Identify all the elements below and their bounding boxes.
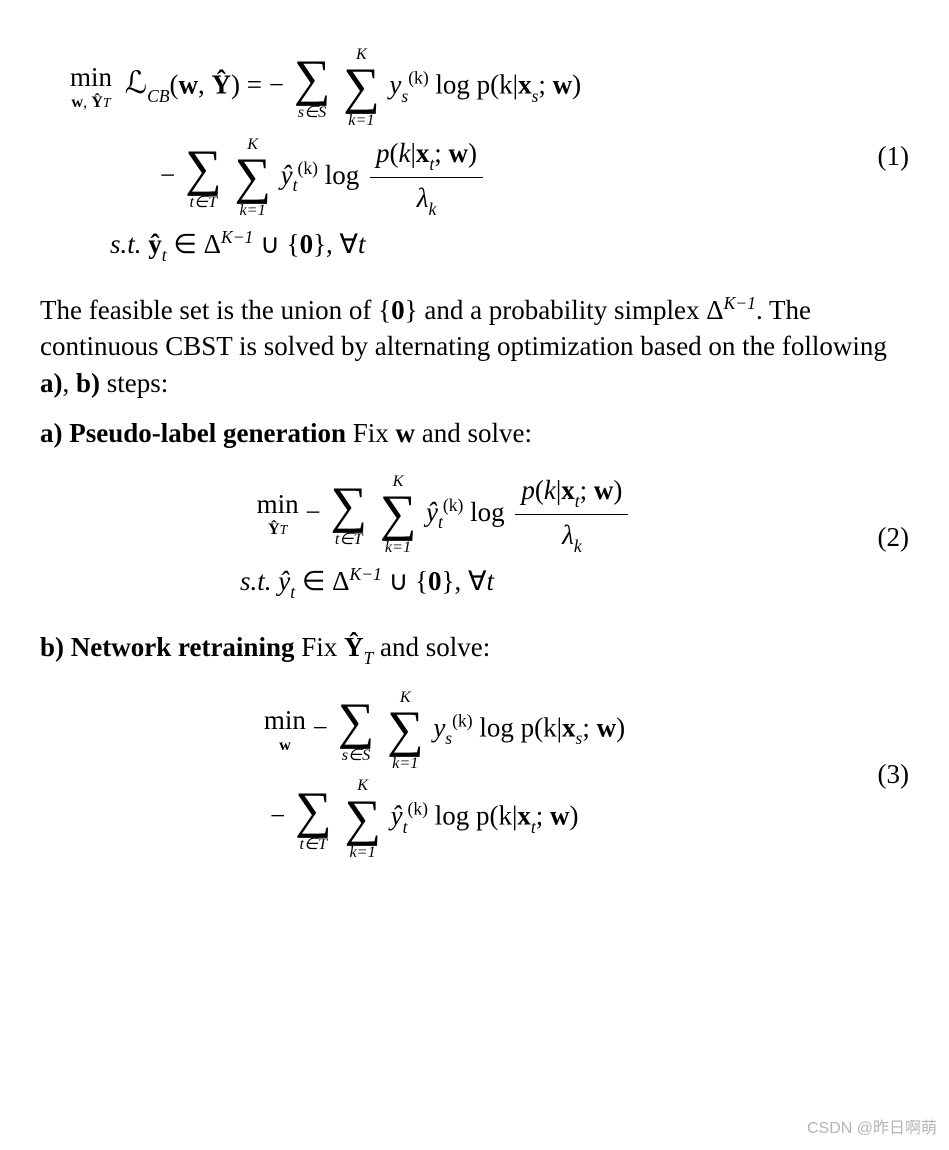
equation-2-content: min ŶT − ∑ t∈T K ∑ k=1 ŷt(k) log p(k|xt;…	[40, 466, 849, 609]
equation-2: min ŶT − ∑ t∈T K ∑ k=1 ŷt(k) log p(k|xt;…	[40, 466, 909, 609]
equation-1-content: min w, ŶT ℒCB(w, Ŷ) = − ∑ s∈S K ∑ k=1 ys…	[40, 40, 849, 272]
eq2-line1: min ŶT − ∑ t∈T K ∑ k=1 ŷt(k) log p(k|xt;…	[40, 472, 849, 557]
eq1-line2: − ∑ t∈T K ∑ k=1 ŷt(k) log p(k|xt; w) λk	[40, 135, 849, 220]
equation-2-number: (2)	[849, 519, 909, 555]
equation-3-number: (3)	[849, 756, 909, 792]
eq1-line3: s.t. ŷt ∈ ΔK−1 ∪ {0}, ∀t	[40, 226, 849, 266]
step-a-heading: a) Pseudo-label generation Fix w and sol…	[40, 415, 909, 451]
eq1-line1: min w, ŶT ℒCB(w, Ŷ) = − ∑ s∈S K ∑ k=1 ys…	[40, 46, 849, 129]
watermark: CSDN @昨日啊萌	[807, 1118, 937, 1140]
equation-1: min w, ŶT ℒCB(w, Ŷ) = − ∑ s∈S K ∑ k=1 ys…	[40, 40, 909, 272]
step-b-heading: b) Network retraining Fix ŶT and solve:	[40, 629, 909, 669]
equation-3-content: min w − ∑ s∈S K ∑ k=1 ys(k) log p(k|xs; …	[40, 683, 849, 866]
eq2-line2: s.t. ŷt ∈ ΔK−1 ∪ {0}, ∀t	[40, 563, 849, 603]
eq3-line1: min w − ∑ s∈S K ∑ k=1 ys(k) log p(k|xs; …	[40, 689, 849, 772]
paragraph-feasible-set: The feasible set is the union of {0} and…	[40, 292, 909, 401]
eq3-line2: − ∑ t∈T K ∑ k=1 ŷt(k) log p(k|xt; w)	[40, 777, 849, 860]
equation-1-number: (1)	[849, 138, 909, 174]
equation-3: min w − ∑ s∈S K ∑ k=1 ys(k) log p(k|xs; …	[40, 683, 909, 866]
